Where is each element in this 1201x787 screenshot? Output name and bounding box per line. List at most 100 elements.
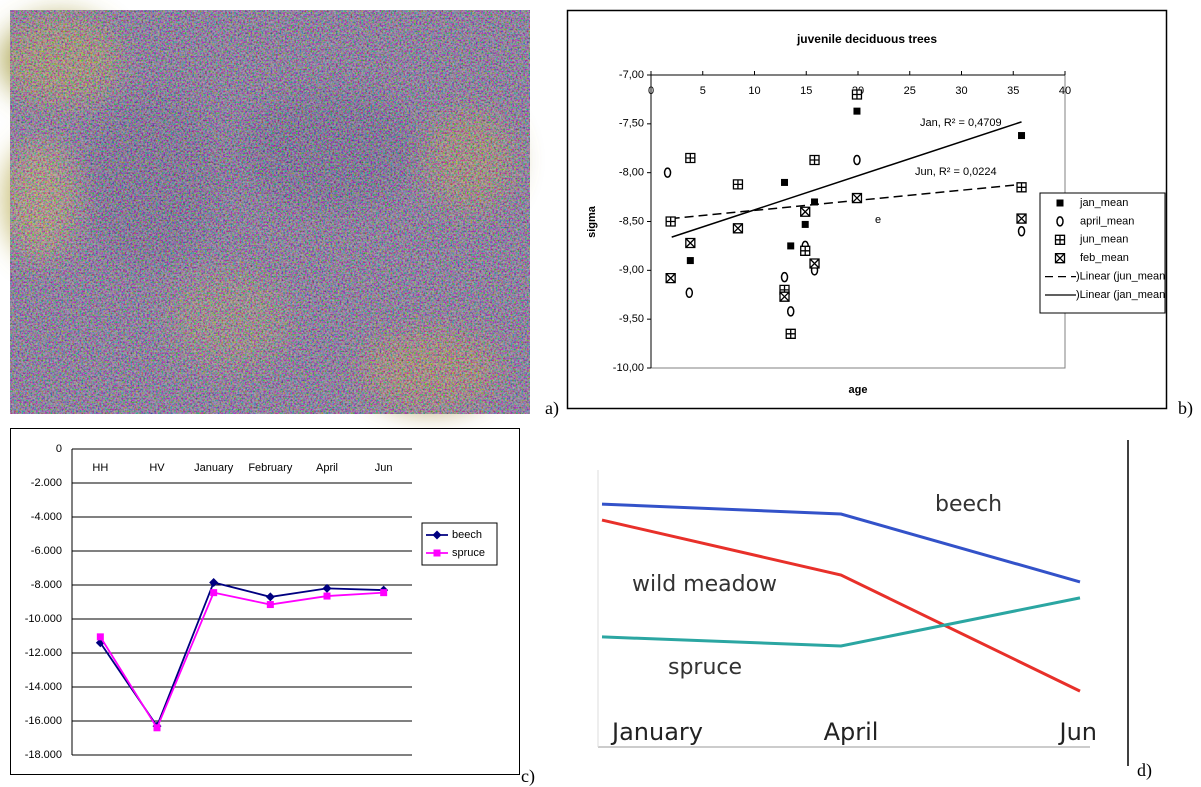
series-line xyxy=(99,591,384,730)
y-tick-label: -7,00 xyxy=(619,69,644,81)
x-tick-label: 0 xyxy=(648,85,654,97)
series-label: wild meadow xyxy=(632,572,777,597)
y-tick-label: 0 xyxy=(56,443,62,455)
x-tick-label: 10 xyxy=(748,85,760,97)
x-tick-label: 5 xyxy=(700,85,706,97)
x-tick-label: 30 xyxy=(955,85,967,97)
data-point xyxy=(209,577,219,587)
series-line xyxy=(601,502,1081,584)
chart-title: juvenile deciduous trees xyxy=(796,32,937,46)
trend-line xyxy=(671,121,1022,238)
x-tick-label: HH xyxy=(92,462,108,474)
trend-line xyxy=(670,183,1022,220)
legend-label: spruce xyxy=(452,547,485,559)
x-tick-label: 35 xyxy=(1007,85,1019,97)
data-point xyxy=(732,179,744,190)
legend-label: beech xyxy=(452,529,482,541)
x-tick-label: April xyxy=(316,462,338,474)
data-point xyxy=(322,583,332,593)
y-tick-label: -10.000 xyxy=(25,613,62,625)
data-point xyxy=(851,192,863,204)
legend-label: jun_mean xyxy=(1079,234,1128,246)
data-point xyxy=(663,167,672,178)
legend-label: )Linear (jun_mean xyxy=(1076,271,1165,283)
data-point xyxy=(787,242,795,250)
series-label: beech xyxy=(935,492,1002,517)
x-tick-label: 25 xyxy=(904,85,916,97)
data-point xyxy=(665,272,676,284)
data-point xyxy=(266,601,274,609)
data-point xyxy=(1017,226,1026,237)
x-tick-label: Jun xyxy=(375,462,393,474)
legend-symbol xyxy=(1054,253,1066,264)
data-point xyxy=(786,306,795,317)
data-point xyxy=(685,287,694,299)
data-point xyxy=(265,592,275,602)
x-tick-label: January xyxy=(610,718,703,746)
data-point xyxy=(665,216,676,227)
data-point xyxy=(1018,132,1026,140)
legend-symbol xyxy=(433,549,441,557)
data-point xyxy=(210,589,218,597)
data-point xyxy=(785,328,796,339)
y-tick-label: -2.000 xyxy=(31,477,62,489)
y-tick-label: -14.000 xyxy=(25,681,62,693)
data-point xyxy=(1016,213,1027,224)
y-tick-label: -9,00 xyxy=(619,264,644,276)
y-tick-label: -12.000 xyxy=(25,647,62,659)
y-tick-label: -8,50 xyxy=(619,215,644,227)
x-tick-label: Jun xyxy=(1058,718,1098,746)
data-point xyxy=(781,178,789,186)
data-point xyxy=(811,198,819,206)
y-tick-label: -4.000 xyxy=(31,511,62,523)
y-tick-label: -16.000 xyxy=(25,715,62,727)
data-point xyxy=(779,291,790,302)
data-point xyxy=(323,592,331,600)
data-point xyxy=(96,633,104,641)
data-point xyxy=(153,724,161,732)
data-point xyxy=(800,245,811,256)
y-tick-label: -6.000 xyxy=(31,545,62,557)
data-point xyxy=(1016,182,1027,193)
annotation: Jan, R² = 0,4709 xyxy=(920,117,1002,129)
y-tick-label: -18.000 xyxy=(25,749,62,761)
legend-label: jan_mean xyxy=(1079,197,1128,209)
data-point xyxy=(851,89,863,100)
legend-box xyxy=(1039,192,1166,314)
y-tick-label: -8,00 xyxy=(619,167,644,179)
series-line xyxy=(601,518,1081,693)
data-point xyxy=(800,206,811,217)
legend-label: )Linear (jan_mean xyxy=(1076,289,1165,301)
legend-symbol xyxy=(432,530,442,540)
x-tick-label: 15 xyxy=(800,85,812,97)
panel-label: c) xyxy=(521,766,535,787)
data-point xyxy=(685,237,696,249)
x-tick-label: April xyxy=(824,718,879,746)
data-point xyxy=(685,152,696,164)
x-tick-label: January xyxy=(194,462,234,474)
legend-symbol xyxy=(1056,199,1064,207)
y-tick-label: -9,50 xyxy=(619,313,644,325)
y-axis-label: sigma xyxy=(586,205,598,238)
legend-box xyxy=(421,522,498,566)
satellite-image xyxy=(0,10,530,414)
x-tick-label: 40 xyxy=(1059,85,1071,97)
x-tick-label: HV xyxy=(149,462,165,474)
data-point xyxy=(780,271,789,283)
panel-label: d) xyxy=(1137,760,1152,781)
data-point xyxy=(853,107,861,115)
x-axis-label: age xyxy=(849,384,868,396)
annotation: Jun, R² = 0,0224 xyxy=(915,166,997,178)
chart-frame xyxy=(10,428,520,775)
y-tick-label: -7,50 xyxy=(619,118,644,130)
data-point xyxy=(809,154,820,166)
series-label: spruce xyxy=(668,655,742,680)
panel-label: a) xyxy=(545,398,559,419)
data-point xyxy=(686,257,694,265)
legend-label: feb_mean xyxy=(1080,252,1129,264)
panel-label: b) xyxy=(1178,398,1193,419)
series-line xyxy=(601,596,1081,648)
data-point xyxy=(380,589,388,597)
legend-symbol xyxy=(1054,234,1066,245)
